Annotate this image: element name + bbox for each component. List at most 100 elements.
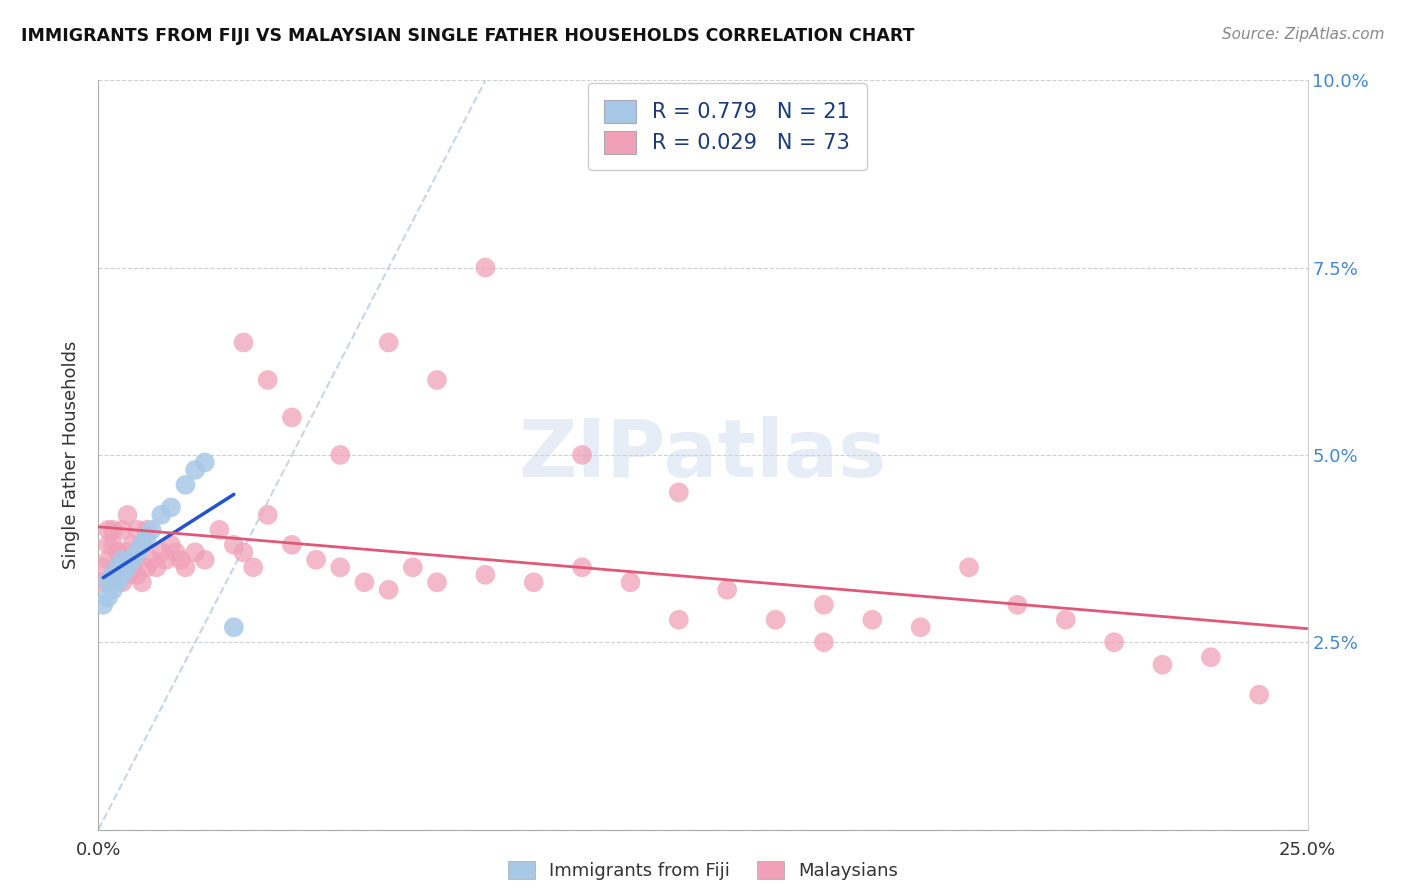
Point (232, 335, 254, 350)
Point (208, 523, 231, 537)
Point (135, 523, 157, 537)
Point (377, 335, 399, 350)
Point (101, 567, 124, 582)
Point (174, 478, 197, 492)
Point (91, 598, 114, 612)
Point (813, 598, 835, 612)
Point (101, 538, 124, 552)
Point (101, 567, 124, 582)
Point (242, 560, 264, 574)
Point (91, 575, 114, 590)
Point (281, 538, 304, 552)
Point (150, 545, 173, 559)
Point (165, 545, 187, 559)
Point (194, 553, 217, 567)
Point (860, 613, 883, 627)
Point (91, 560, 114, 574)
Point (117, 567, 139, 582)
Point (107, 560, 129, 574)
Point (305, 553, 328, 567)
Point (141, 523, 163, 537)
Point (135, 560, 157, 574)
Point (111, 567, 134, 582)
Point (571, 448, 593, 462)
Point (101, 582, 124, 597)
Point (426, 575, 449, 590)
Point (329, 448, 352, 462)
Point (107, 575, 129, 590)
Point (111, 575, 134, 590)
Point (97, 538, 120, 552)
Y-axis label: Single Father Households: Single Father Households (62, 341, 80, 569)
Point (174, 560, 197, 574)
Point (101, 523, 124, 537)
Point (131, 538, 153, 552)
Point (117, 560, 139, 574)
Point (232, 545, 254, 559)
Point (474, 567, 496, 582)
Point (169, 553, 191, 567)
Point (813, 635, 835, 649)
Point (222, 620, 245, 634)
Point (111, 553, 134, 567)
Point (1152, 657, 1174, 672)
Point (256, 373, 278, 387)
Point (910, 620, 932, 634)
Point (131, 538, 153, 552)
Point (117, 508, 139, 522)
Point (160, 538, 183, 552)
Point (145, 560, 167, 574)
Point (117, 545, 139, 559)
Point (135, 530, 157, 544)
Point (668, 485, 690, 500)
Point (619, 575, 641, 590)
Point (97, 553, 120, 567)
Legend: Immigrants from Fiji, Malaysians: Immigrants from Fiji, Malaysians (499, 852, 907, 889)
Point (668, 613, 690, 627)
Point (160, 500, 183, 515)
Point (141, 553, 163, 567)
Point (1102, 635, 1125, 649)
Point (523, 575, 546, 590)
Point (281, 410, 304, 425)
Point (1249, 688, 1271, 702)
Point (957, 560, 980, 574)
Point (329, 560, 352, 574)
Point (107, 545, 129, 559)
Point (1199, 650, 1222, 665)
Text: ZIPatlas: ZIPatlas (519, 416, 887, 494)
Point (155, 553, 177, 567)
Point (1054, 613, 1077, 627)
Text: Source: ZipAtlas.com: Source: ZipAtlas.com (1222, 27, 1385, 42)
Point (97, 575, 120, 590)
Point (97, 523, 120, 537)
Point (150, 508, 173, 522)
Point (765, 613, 787, 627)
Point (111, 553, 134, 567)
Point (121, 538, 143, 552)
Point (402, 560, 425, 574)
Point (131, 575, 153, 590)
Point (1007, 598, 1029, 612)
Point (426, 373, 449, 387)
Point (716, 582, 738, 597)
Legend: R = 0.779   N = 21, R = 0.029   N = 73: R = 0.779 N = 21, R = 0.029 N = 73 (588, 83, 866, 170)
Point (474, 260, 496, 275)
Point (127, 567, 149, 582)
Point (107, 560, 129, 574)
Point (194, 455, 217, 469)
Point (127, 545, 149, 559)
Point (184, 545, 207, 559)
Point (256, 508, 278, 522)
Point (377, 582, 399, 597)
Point (571, 560, 593, 574)
Point (97, 591, 120, 605)
Point (127, 523, 149, 537)
Text: IMMIGRANTS FROM FIJI VS MALAYSIAN SINGLE FATHER HOUSEHOLDS CORRELATION CHART: IMMIGRANTS FROM FIJI VS MALAYSIAN SINGLE… (21, 27, 914, 45)
Point (121, 553, 143, 567)
Point (353, 575, 375, 590)
Point (184, 463, 207, 477)
Point (222, 538, 245, 552)
Point (121, 560, 143, 574)
Point (111, 523, 134, 537)
